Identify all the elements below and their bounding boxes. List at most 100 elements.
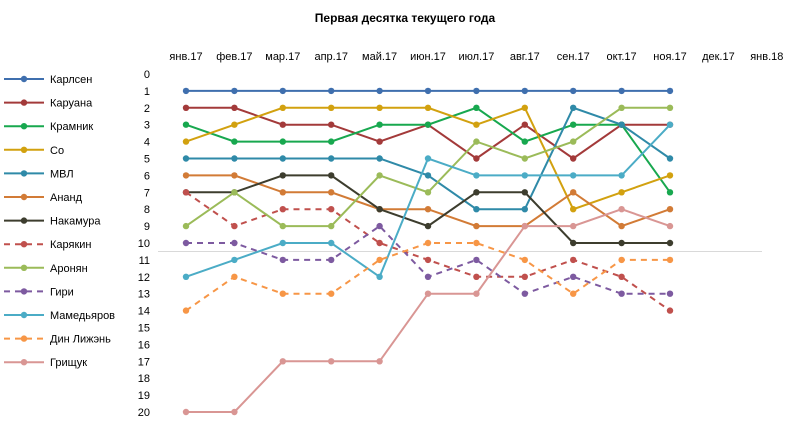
data-point <box>666 104 674 112</box>
y-tick-label: 14 <box>138 306 150 318</box>
data-point <box>618 189 625 196</box>
y-tick-label: 16 <box>138 339 150 351</box>
y-tick-label: 1 <box>144 86 150 98</box>
x-tick-label: янв.18 <box>750 51 783 63</box>
data-point <box>473 273 480 280</box>
data-point <box>279 290 286 297</box>
data-point <box>521 104 528 112</box>
legend-marker <box>20 123 28 130</box>
legend-marker <box>20 359 28 366</box>
data-point <box>473 290 480 297</box>
data-point <box>182 239 190 247</box>
data-point <box>618 121 625 128</box>
data-point <box>328 206 335 213</box>
x-tick-label: ноя.17 <box>653 51 686 63</box>
data-point <box>376 206 383 213</box>
data-point <box>473 189 480 196</box>
legend-label: Каруана <box>50 98 93 110</box>
legend-marker <box>20 311 28 319</box>
legend-item: Карлсен <box>4 74 92 86</box>
legend-label: Дин Лижэнь <box>50 334 111 346</box>
data-point <box>666 239 674 247</box>
data-point <box>328 358 335 365</box>
data-point <box>328 172 335 179</box>
data-point <box>376 358 383 365</box>
data-point <box>570 189 577 196</box>
legend-label: Со <box>50 145 64 157</box>
data-point <box>521 87 528 95</box>
data-point <box>424 87 432 95</box>
legend-marker <box>20 288 28 295</box>
data-point <box>666 290 674 297</box>
legend-marker <box>20 217 28 224</box>
legend-marker <box>20 146 28 153</box>
data-point <box>231 408 238 416</box>
data-point <box>279 239 286 247</box>
data-point <box>182 155 190 162</box>
legend-label: Накамура <box>50 216 101 228</box>
data-point <box>279 172 286 179</box>
x-tick-label: июн.17 <box>410 51 446 63</box>
data-point <box>182 189 190 196</box>
data-point <box>618 239 625 247</box>
legend-item: Гири <box>4 286 74 298</box>
data-point <box>473 104 480 112</box>
y-tick-label: 9 <box>144 221 150 233</box>
series-8 <box>182 104 674 230</box>
data-point <box>521 273 528 280</box>
data-point <box>376 104 383 112</box>
data-point <box>182 121 190 128</box>
legend-item: МВЛ <box>4 168 74 180</box>
data-point <box>618 104 625 112</box>
data-point <box>376 87 383 95</box>
x-tick-label: фев.17 <box>216 51 252 63</box>
y-tick-label: 18 <box>138 373 150 385</box>
y-tick-label: 2 <box>144 103 150 115</box>
legend-marker <box>20 193 28 201</box>
data-point <box>424 155 432 162</box>
data-point <box>666 222 674 230</box>
data-point <box>328 290 335 297</box>
data-point <box>521 121 528 128</box>
chart-title: Первая десятка текущего года <box>315 11 496 25</box>
data-point <box>521 189 528 196</box>
legend-marker <box>20 170 28 177</box>
data-point <box>424 104 432 112</box>
legend-item: Ананд <box>4 192 83 204</box>
data-point <box>424 189 432 196</box>
y-tick-label: 7 <box>144 187 150 199</box>
data-point <box>521 138 528 145</box>
data-point <box>666 206 674 213</box>
data-point <box>666 155 674 162</box>
data-point <box>328 104 335 112</box>
y-tick-label: 10 <box>138 238 150 250</box>
series-10 <box>182 121 674 280</box>
legend-marker <box>20 264 28 271</box>
legend-label: Аронян <box>50 263 88 275</box>
legend-item: Дин Лижэнь <box>4 334 111 346</box>
x-tick-label: май.17 <box>362 51 397 63</box>
data-point <box>182 87 190 95</box>
data-point <box>666 121 674 128</box>
data-point <box>521 222 528 230</box>
data-point <box>570 121 577 128</box>
data-point <box>570 222 577 230</box>
data-point <box>473 222 480 230</box>
data-point <box>328 222 335 230</box>
y-tick-label: 17 <box>138 356 150 368</box>
y-tick-label: 6 <box>144 170 150 182</box>
data-point <box>473 121 480 128</box>
data-point <box>376 273 383 280</box>
x-tick-label: дек.17 <box>702 51 735 63</box>
legend-label: Карякин <box>50 239 92 251</box>
data-point <box>570 87 577 95</box>
y-tick-label: 3 <box>144 120 150 132</box>
data-point <box>182 172 190 179</box>
legend: Карлсен Каруана Крамник Со МВЛ Ананд Накамура К… <box>4 74 115 369</box>
data-point <box>328 138 335 145</box>
data-point <box>473 138 480 145</box>
legend-label: Мамедьяров <box>50 310 115 322</box>
data-point <box>570 290 577 297</box>
data-point <box>279 104 286 112</box>
